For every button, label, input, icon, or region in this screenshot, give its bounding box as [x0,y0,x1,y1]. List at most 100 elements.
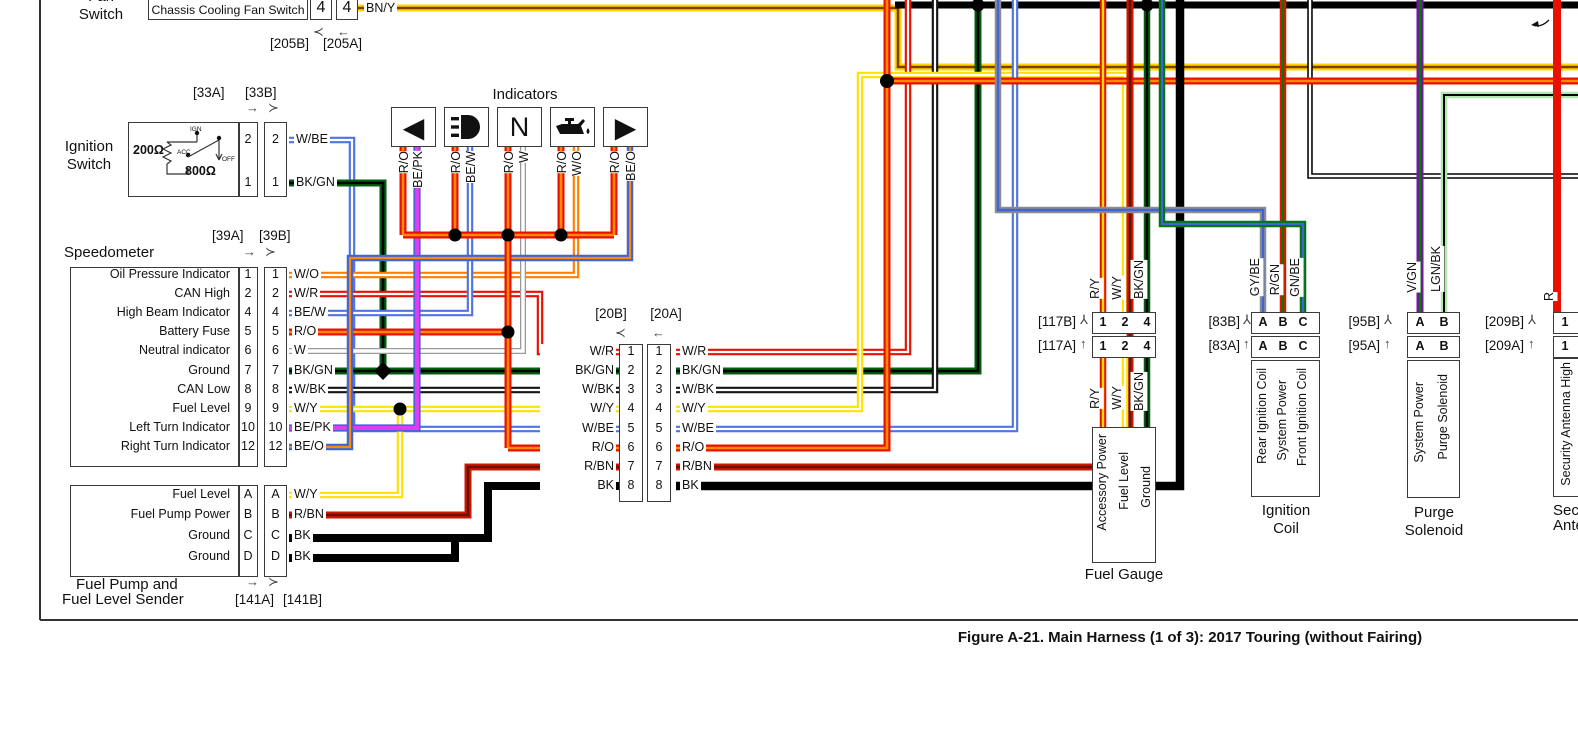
wire-label: BK [540,478,616,493]
wire-label: BE/W [463,151,480,183]
fuel-pump-row-label: Ground [188,528,230,542]
connector-95a-box [1407,336,1460,358]
wire-label: R/Y [1087,388,1104,409]
wire-label: W/BK [540,382,616,397]
connector-symbol-20a: ← [652,325,665,340]
connector-symbol-20b: ≺ [615,325,626,340]
wire-label: W/R [540,344,616,359]
connector-symbol-83a: ↑ [1243,336,1250,351]
connector-205a: [205A] [323,36,363,51]
connector-symbol-117a: ↑ [1080,336,1087,351]
right-turn-indicator-icon: ▶ [603,107,648,147]
ignition-resistor-200: 200Ω [133,143,164,157]
connector-117a-box [1092,336,1156,358]
connector-symbol-205a: ← [337,24,350,39]
pin: B [243,507,253,521]
pin: B [1278,315,1288,329]
connector-95a: [95A] [1348,338,1380,353]
fuel-pump-pin-divider [238,485,240,577]
wire-label: R/GN [1267,264,1284,296]
pin: A [1415,315,1425,329]
wire-label: BK [680,478,701,493]
wire-label: BK [292,549,313,564]
speedometer-pin-box [264,267,287,467]
splice-dots [374,0,1154,416]
fuel-pump-box [70,485,258,577]
wire-label: W/R [680,344,709,359]
connector-117a: [117A] [1037,338,1076,353]
wire-label: W/Y [680,401,708,416]
wire-label: LGN/BK [1428,246,1445,292]
ignition-coil-box [1251,360,1320,497]
pin: 4 [655,401,663,415]
speedometer-row-label: Battery Fuse [159,324,230,338]
pin: 6 [272,343,279,357]
speedometer-box [70,267,258,467]
connector-39b: [39B] [259,228,291,243]
pin: 4 [1143,315,1151,329]
connector-symbol-141b: ≻ [268,574,279,589]
ignition-pin: 2 [272,132,279,146]
pin: A [1258,315,1268,329]
wire-label: W/Y [292,401,320,416]
wire-label: W/O [292,267,321,282]
wire-label: W/Y [1109,276,1126,300]
wire-label: BE/PK [292,420,333,435]
ignition-pin: 1 [272,175,279,189]
wire-label: R/O [607,151,624,174]
pin: 7 [272,363,279,377]
fan-switch-pin1: 4 [310,0,332,20]
pin: 2 [244,286,252,300]
connector-39a: [39A] [212,228,244,243]
pin: 5 [655,421,663,435]
connector-83b-box [1251,312,1320,334]
pin: 1 [627,344,635,358]
ignition-switch-label: Ignition Switch [64,138,114,173]
pin: 4 [244,305,252,319]
connector-symbol-117b: ⅄ [1080,312,1088,327]
pin: 1 [655,344,663,358]
pin: C [243,528,253,542]
connector-symbol-39a: → [243,244,256,259]
wire-label: W/BE [540,421,616,436]
fuel-gauge-function: Fuel Level [1117,452,1131,510]
wire-label: BK/GN [294,175,337,190]
purge-solenoid-label: Purge Solenoid [1404,504,1464,539]
ignition-coil-function: Rear Ignition Coil [1255,368,1269,464]
pin: A [1258,339,1268,353]
neutral-indicator-icon: N [497,107,542,147]
wire-label: GY/BE [1247,258,1264,297]
speedometer-pin-divider [238,267,240,467]
connector-20a-box [647,344,671,502]
pin: 4 [627,401,635,415]
fuel-pump-label-line1: Fuel Pump and [76,576,178,593]
connector-symbol-33a: → [246,100,259,115]
wire-label: W/Y [1109,386,1126,410]
wire-w-y-right [676,75,1125,409]
pin: C [270,528,281,542]
wire-label-bny: BN/Y [364,1,398,16]
pin: A [243,487,253,501]
pin: 6 [655,440,663,454]
wire-bn-y [358,8,1578,67]
speedometer-row-label: Fuel Level [172,401,230,415]
pin: 9 [272,401,279,415]
pin: 7 [244,363,252,377]
pin: 8 [655,478,663,492]
wire-label: R [1541,292,1558,302]
connector-20b: [20B] [595,306,627,321]
wire-label: W/R [292,286,321,301]
security-antenna-label-line1: Security [1553,502,1578,519]
ignition-pin: 2 [244,132,252,146]
ignition-switch-pin-divider [238,122,240,197]
pin: 8 [627,478,635,492]
pin: B [271,507,280,521]
pin: 1 [1561,339,1569,353]
wire-label: V/GN [1404,262,1421,293]
connector-209a-box [1553,336,1578,358]
wire-label: W/BE [680,421,716,436]
connector-117b-box [1092,312,1156,334]
wire-label: BK/GN [540,363,616,378]
pin: C [1298,315,1308,329]
